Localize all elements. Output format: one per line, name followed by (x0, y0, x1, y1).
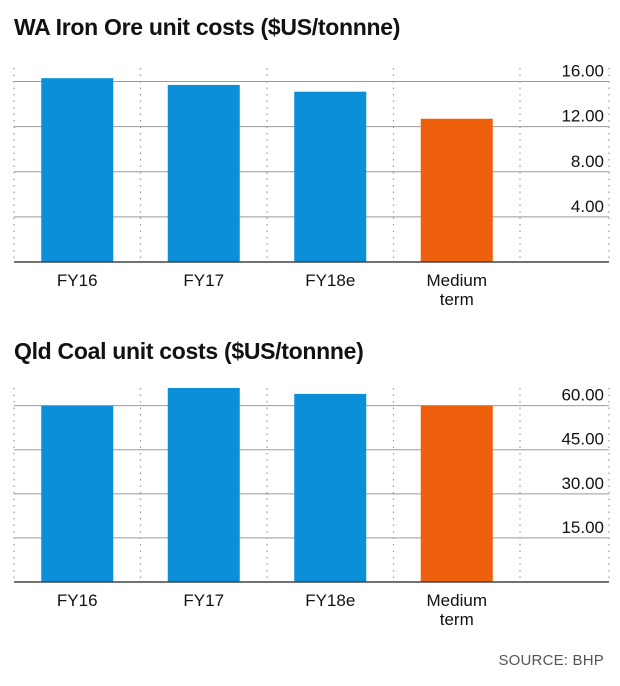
coal-chart: 15.00 30.00 45.00 60.00 FY16 FY17 FY18e Mediumt… (13, 386, 610, 629)
x-tick-label: FY18e (305, 271, 355, 290)
y-tick-label: 45.00 (561, 430, 604, 449)
y-tick-label: 4.00 (571, 197, 604, 216)
bar-fy18e (294, 393, 367, 582)
x-tick-label: term (440, 610, 474, 629)
y-tick-label: 30.00 (561, 474, 604, 493)
bar-fy18e (294, 91, 367, 262)
x-tick-label: Medium (427, 271, 487, 290)
x-tick-label: FY18e (305, 591, 355, 610)
bar-fy17 (167, 84, 240, 262)
bar-fy16 (41, 78, 114, 263)
y-tick-label: 12.00 (561, 107, 604, 126)
bar-fy17 (167, 388, 240, 582)
source-credit: SOURCE: BHP (498, 652, 604, 669)
x-tick-label: term (440, 290, 474, 309)
bar-fy16 (41, 405, 114, 582)
iron-ore-chart: 4.00 8.00 12.00 16.00 FY16 FY17 FY18e Mediumter… (13, 62, 610, 309)
y-tick-label: 60.00 (561, 386, 604, 405)
x-tick-label: FY16 (57, 271, 98, 290)
y-tick-label: 16.00 (561, 62, 604, 81)
y-tick-label: 8.00 (571, 152, 604, 171)
x-tick-label: Medium (427, 591, 487, 610)
x-tick-label: FY17 (183, 591, 224, 610)
chart-title-coal: Qld Coal unit costs ($US/tonnne) (14, 338, 364, 364)
x-tick-label: FY17 (183, 271, 224, 290)
bar-medium-term (420, 118, 493, 262)
chart-title-iron-ore: WA Iron Ore unit costs ($US/tonnne) (14, 14, 401, 40)
bar-medium-term (420, 405, 493, 582)
y-tick-label: 15.00 (561, 518, 604, 537)
x-tick-label: FY16 (57, 591, 98, 610)
